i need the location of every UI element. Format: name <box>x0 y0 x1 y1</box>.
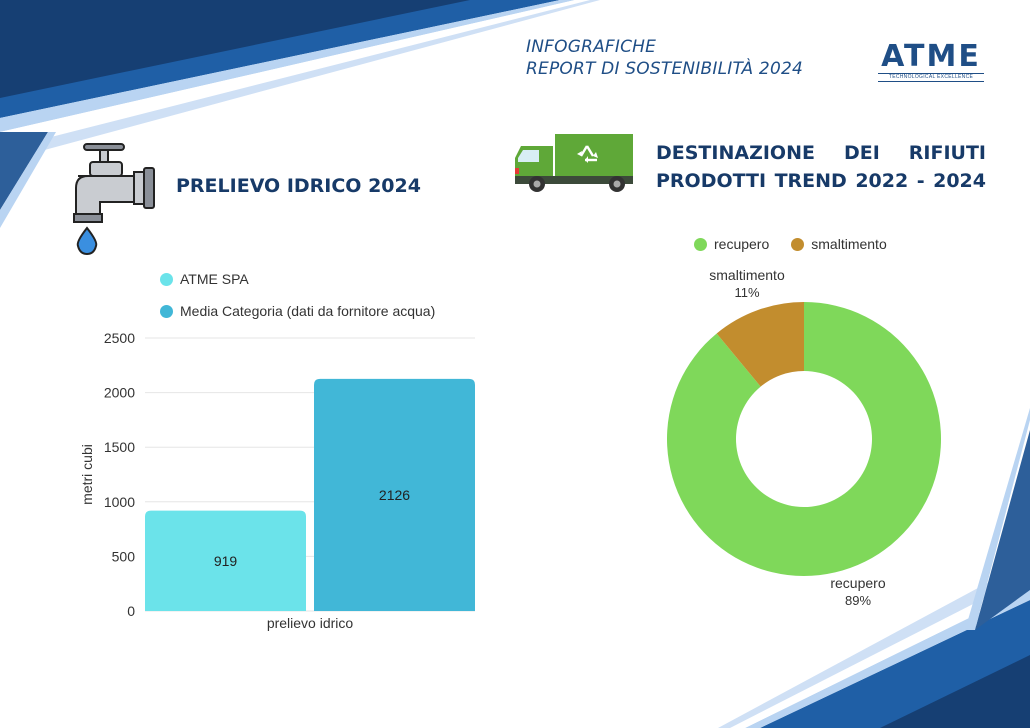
water-section-title: PRELIEVO IDRICO 2024 <box>176 175 421 197</box>
y-tick-label: 2500 <box>104 330 135 346</box>
report-header: INFOGRAFICHE REPORT DI SOSTENIBILITÀ 202… <box>526 36 803 80</box>
atme-logo: ATME TECHNOLOGICAL EXCELLENCE <box>874 42 988 82</box>
waste-title-line-1: DESTINAZIONE DEI RIFIUTI <box>656 142 986 164</box>
donut-slice-recupero <box>667 302 942 576</box>
bar-data-label: 919 <box>214 553 238 569</box>
y-tick-label: 2000 <box>104 385 135 401</box>
legend-item-atme-spa: ATME SPA <box>160 271 435 287</box>
donut-slice-smaltimento <box>716 302 804 387</box>
slice-percent-label: 11% <box>734 285 759 300</box>
bar <box>314 378 475 611</box>
pie-chart-legend: recupero smaltimento <box>694 236 887 252</box>
legend-label-media-categoria: Media Categoria (dati da fornitore acqua… <box>180 303 436 319</box>
legend-label-atme-spa: ATME SPA <box>180 271 249 287</box>
waste-section-title: DESTINAZIONE DEI RIFIUTI PRODOTTI TREND … <box>656 139 986 195</box>
legend-item-media-categoria: Media Categoria (dati da fornitore acqua… <box>160 303 435 319</box>
y-axis-label: metri cubi <box>79 444 95 505</box>
legend-label-smaltimento: smaltimento <box>811 236 887 252</box>
bar-chart-legend: ATME SPA Media Categoria (dati da fornit… <box>160 271 435 335</box>
water-tap-icon <box>73 143 155 256</box>
slice-label: smaltimento <box>709 267 785 283</box>
garbage-truck-recycling-icon <box>515 134 633 192</box>
x-axis-label: prelievo idrico <box>267 615 354 631</box>
bar-data-label: 2126 <box>379 487 410 503</box>
legend-item-smaltimento: smaltimento <box>791 236 887 252</box>
logo-brand: ATME <box>881 39 981 74</box>
header-line-2: REPORT DI SOSTENIBILITÀ 2024 <box>526 59 803 79</box>
legend-swatch-atme-spa <box>160 272 173 286</box>
y-tick-label: 1000 <box>104 494 135 510</box>
y-tick-label: 0 <box>127 603 135 619</box>
bar <box>145 510 306 611</box>
slice-label: recupero <box>830 575 885 591</box>
slice-percent-label: 89% <box>845 593 871 608</box>
waste-title-line-2: PRODOTTI TREND 2022 - 2024 <box>656 170 986 192</box>
legend-swatch-recupero <box>694 237 707 251</box>
logo-tagline: TECHNOLOGICAL EXCELLENCE <box>878 73 984 82</box>
legend-label-recupero: recupero <box>714 236 770 252</box>
y-tick-label: 1500 <box>104 439 135 455</box>
legend-swatch-smaltimento <box>791 237 805 251</box>
y-tick-label: 500 <box>112 548 136 564</box>
header-line-1: INFOGRAFICHE <box>526 37 657 57</box>
legend-item-recupero: recupero <box>694 236 769 252</box>
legend-swatch-media-categoria <box>160 304 173 318</box>
